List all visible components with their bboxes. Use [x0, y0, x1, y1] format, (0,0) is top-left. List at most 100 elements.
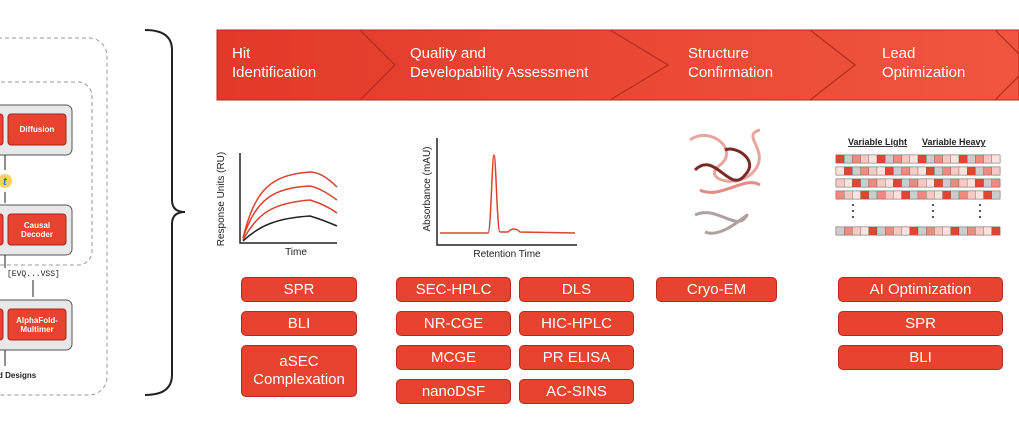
- heat-cell: [975, 226, 984, 236]
- heat-cell: [917, 178, 927, 188]
- heat-cell: [950, 178, 960, 188]
- stage-label: Confirmation: [688, 64, 774, 81]
- heat-cell: [852, 154, 861, 164]
- module: [0, 113, 4, 146]
- heat-cell: [860, 226, 869, 236]
- heat-cell: [950, 190, 960, 200]
- heat-cell: [852, 190, 861, 200]
- heat-cell: [926, 166, 935, 176]
- region-label: Variable Heavy: [922, 137, 986, 147]
- heat-cell: [917, 154, 927, 164]
- heat-cell: [991, 166, 1001, 176]
- heat-cell: [844, 154, 853, 164]
- heat-cell: [835, 166, 845, 176]
- heat-cell: [991, 154, 1001, 164]
- heat-cell: [876, 178, 886, 188]
- heat-cell: [852, 226, 861, 236]
- heat-cell: [967, 178, 976, 188]
- heat-cell: [909, 190, 919, 200]
- heat-cell: [876, 190, 886, 200]
- designs-label: d Designs: [0, 371, 37, 380]
- heat-cell: [967, 154, 976, 164]
- heat-cell: [876, 166, 886, 176]
- module-label: Causal Decoder: [20, 220, 53, 239]
- assay-button: HIC-HPLC: [519, 311, 634, 336]
- heat-cell: [958, 190, 968, 200]
- heat-cell: [979, 204, 981, 206]
- chevrons: [359, 29, 1019, 101]
- heat-cell: [893, 226, 902, 236]
- heat-cell: [983, 178, 992, 188]
- assay-button: AI Optimization: [838, 277, 1003, 302]
- heat-cell: [983, 190, 992, 200]
- assay-button: NR-CGE: [396, 311, 511, 336]
- icon: [0, 174, 12, 188]
- heat-cell: [852, 178, 861, 188]
- heat-cell: [967, 190, 976, 200]
- brace: [144, 29, 186, 396]
- heat-cell: [868, 154, 878, 164]
- heat-cell: [934, 190, 943, 200]
- stage-label: Lead: [882, 45, 916, 62]
- heat-cell: [926, 190, 935, 200]
- banner: [216, 29, 1019, 101]
- heat-cell: [950, 154, 960, 164]
- heat-cell: [932, 204, 934, 206]
- assay-button: PR ELISA: [519, 345, 634, 370]
- sequence-heatmap: [835, 154, 1001, 236]
- heat-cell: [967, 166, 976, 176]
- heat-cell: [860, 154, 869, 164]
- assay-button: MCGE: [396, 345, 511, 370]
- assay-button: aSEC Complexation: [241, 345, 357, 397]
- heat-cell: [901, 154, 910, 164]
- sequence: [EVQ...VSS]: [7, 270, 60, 279]
- assay-button: SEC-HPLC: [396, 277, 511, 302]
- heat-cell: [975, 178, 984, 188]
- heat-cell: [958, 166, 968, 176]
- heat-cell: [979, 216, 981, 218]
- heat-cell: [975, 190, 984, 200]
- heat-cell: [901, 166, 910, 176]
- stage-label: Structure: [688, 45, 749, 62]
- heat-cell: [958, 178, 968, 188]
- heat-cell: [885, 190, 894, 200]
- heat-cell: [852, 216, 854, 218]
- module-label: Diffusion: [19, 125, 55, 134]
- heat-cell: [893, 190, 902, 200]
- region-label: Variable Light: [848, 137, 907, 147]
- heat-cell: [876, 154, 886, 164]
- heat-cell: [835, 190, 845, 200]
- heat-cell: [909, 226, 919, 236]
- heat-cell: [852, 166, 861, 176]
- assay-button: BLI: [838, 345, 1003, 370]
- assay-button: SPR: [838, 311, 1003, 336]
- heat-cell: [868, 166, 878, 176]
- inner-dashed-box: [0, 81, 93, 266]
- heat-cell: [934, 166, 943, 176]
- heat-cell: [885, 154, 894, 164]
- heat-cell: [917, 226, 927, 236]
- heat-cell: [893, 178, 902, 188]
- heat-cell: [958, 154, 968, 164]
- heat-cell: [950, 226, 960, 236]
- heat-cell: [901, 178, 910, 188]
- heat-cell: [975, 154, 984, 164]
- heat-cell: [885, 226, 894, 236]
- stage-label: Hit: [232, 45, 251, 62]
- module: [0, 308, 4, 341]
- assay-button: SPR: [241, 277, 357, 302]
- heat-cell: [942, 178, 951, 188]
- outer-dashed-box: [0, 37, 108, 396]
- axis-label: Time: [285, 247, 307, 258]
- heat-cell: [942, 226, 951, 236]
- heat-cell: [991, 190, 1001, 200]
- heat-cell: [942, 154, 951, 164]
- hplc-axes: [436, 138, 577, 246]
- heat-cell: [917, 190, 927, 200]
- heat-cell: [932, 216, 934, 218]
- arrows: [4, 155, 34, 366]
- heat-cell: [868, 226, 878, 236]
- heat-cell: [901, 226, 910, 236]
